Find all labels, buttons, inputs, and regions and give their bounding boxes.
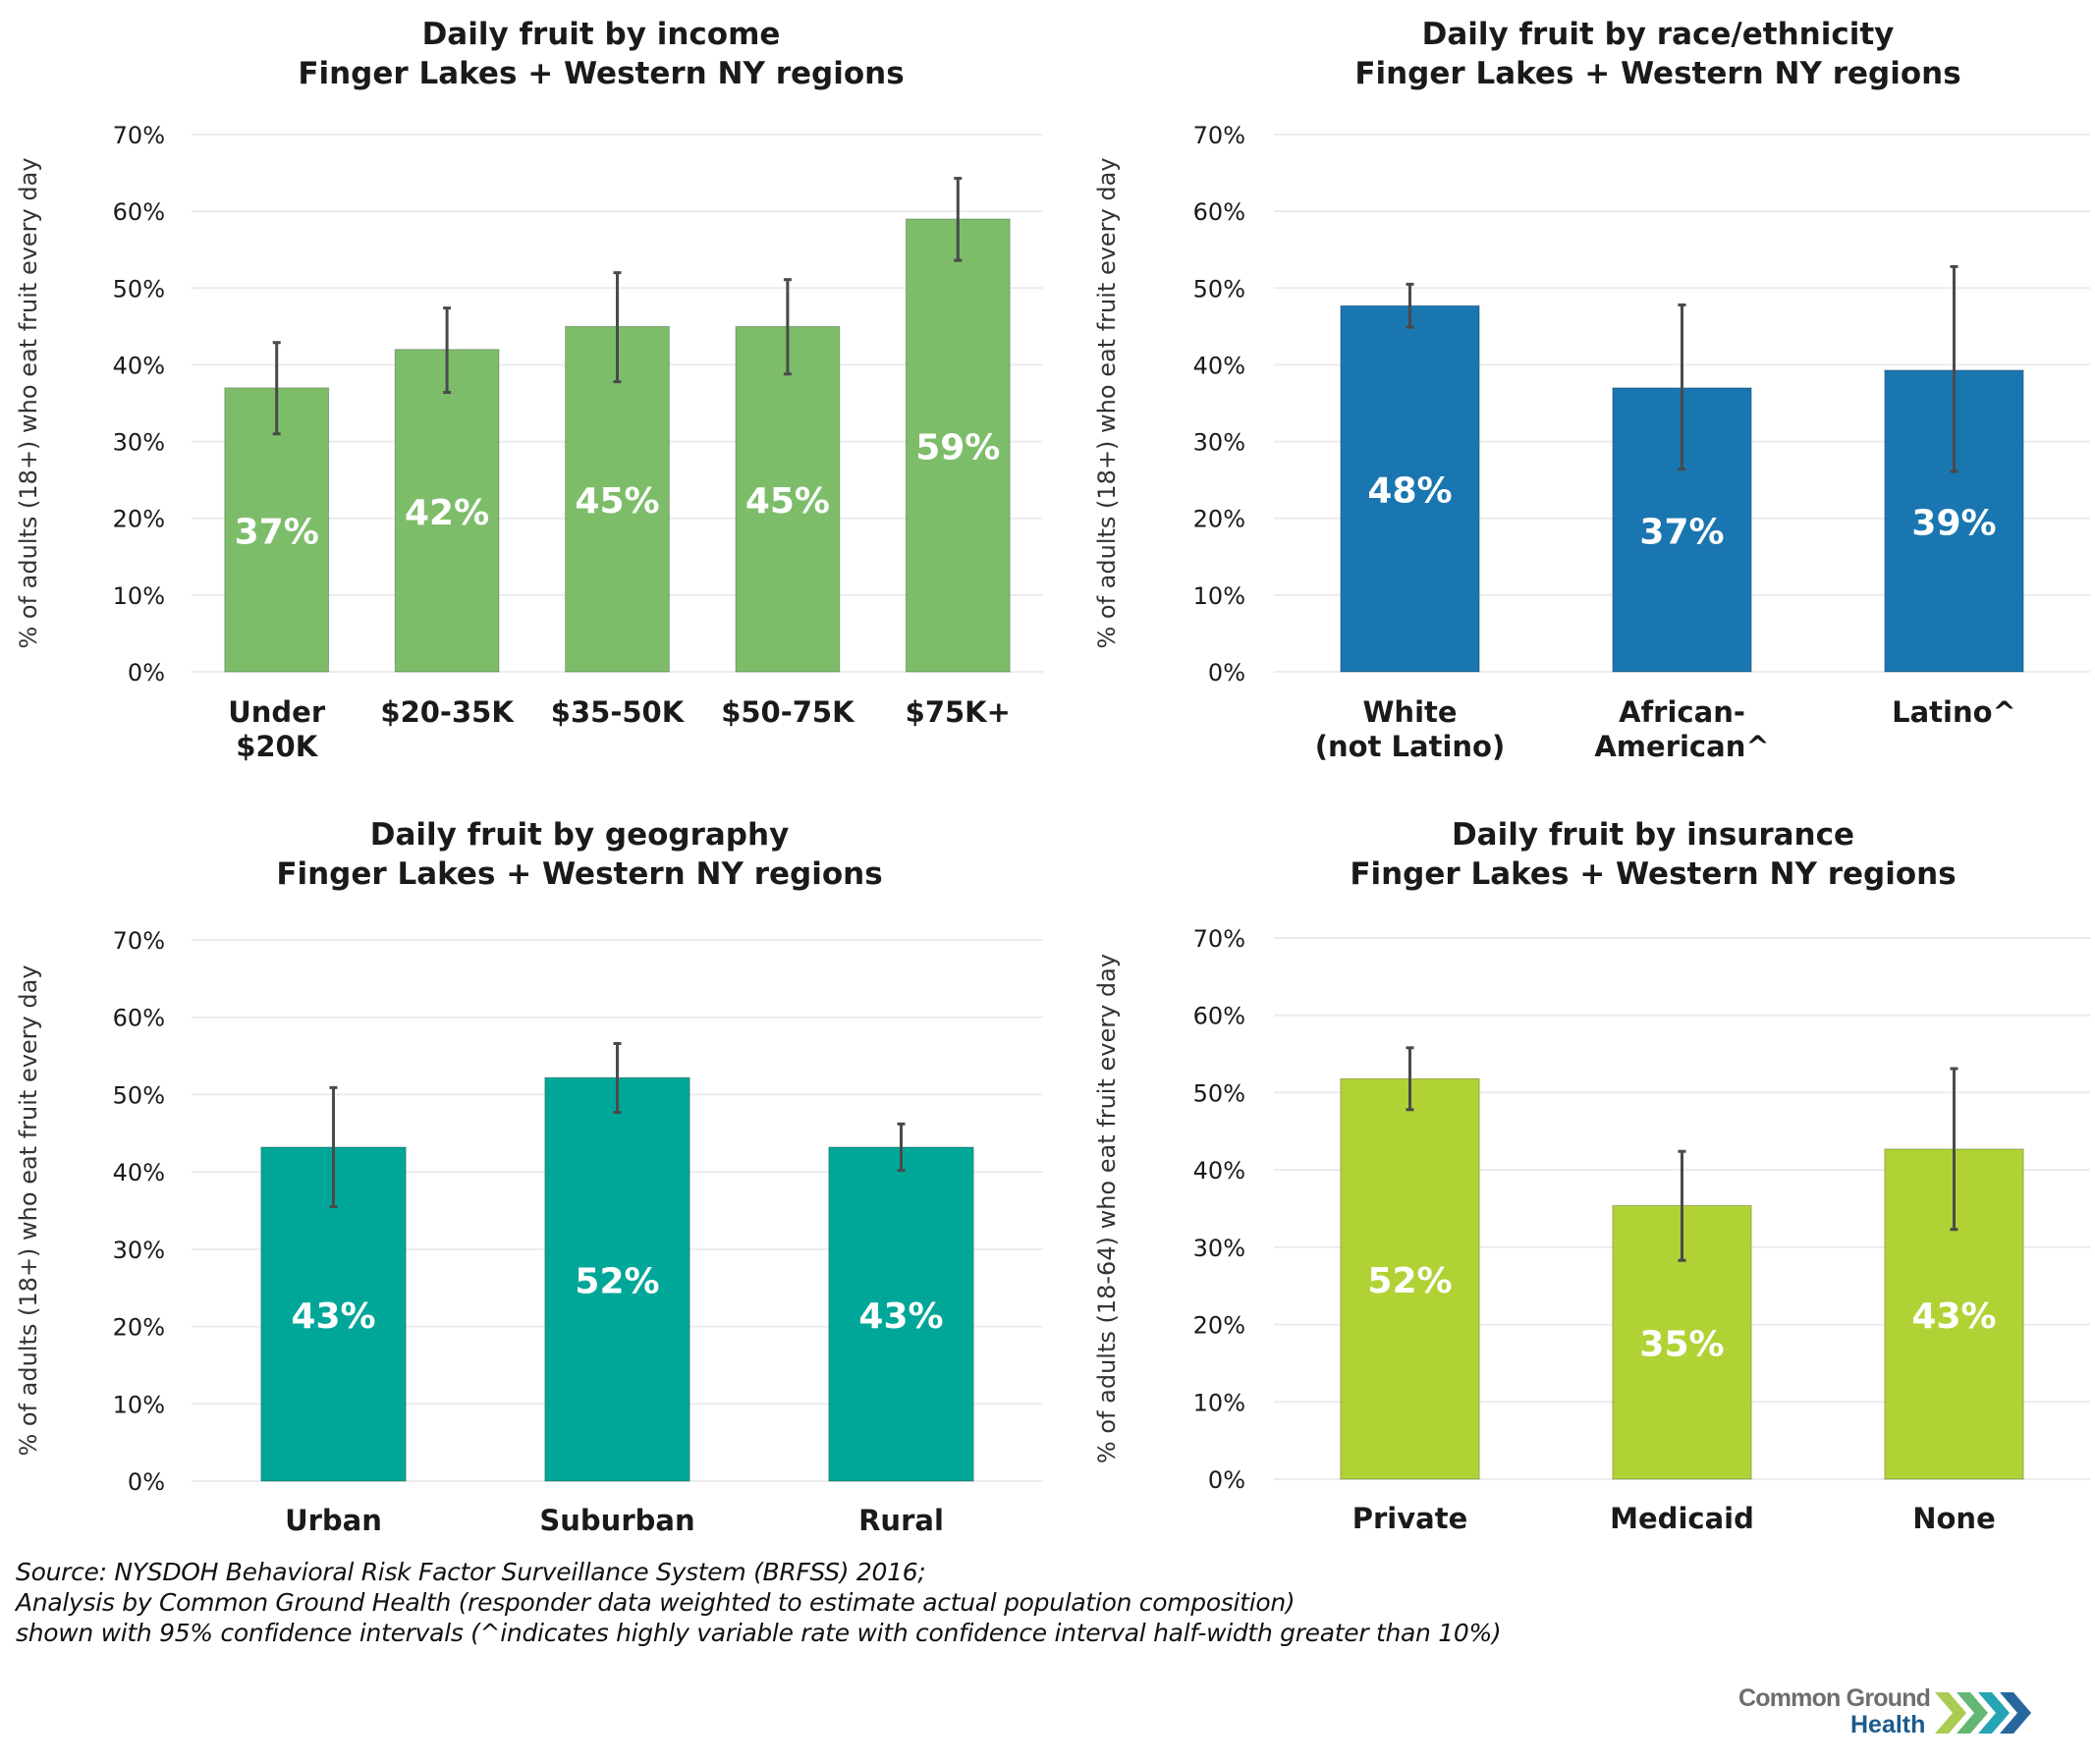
y-tick-label: 50% (1193, 275, 1245, 303)
x-tick-label: Rural (858, 1504, 944, 1537)
x-tick-label: (not Latino) (1315, 730, 1505, 763)
y-tick-label: 10% (1193, 582, 1245, 610)
data-label: 59% (915, 427, 1000, 468)
source-note-line-3: shown with 95% confidence intervals (^in… (16, 1619, 1502, 1647)
bar (1340, 1077, 1480, 1480)
data-label: 35% (1639, 1325, 1724, 1365)
bar (905, 218, 1011, 673)
chart-race: Daily fruit by race/ethnicity Finger Lake… (1093, 17, 2090, 763)
x-tick-label: None (1912, 1502, 1996, 1535)
bar (1340, 304, 1480, 673)
y-axis-label: % of adults (18+) who eat fruit every da… (1093, 157, 1121, 648)
y-tick-label: 0% (1208, 1466, 1245, 1494)
y-tick-label: 10% (113, 582, 165, 610)
y-tick-label: 40% (1193, 352, 1245, 379)
y-tick-label: 70% (113, 927, 165, 955)
chart-title-line-1: Daily fruit by income (422, 17, 781, 52)
y-axis-label: % of adults (18+) who eat fruit every da… (15, 157, 42, 648)
chevrons-right-icon (1935, 1692, 2031, 1734)
bar (828, 1146, 974, 1482)
x-tick-label: $20-35K (380, 695, 515, 729)
data-label: 45% (575, 481, 659, 522)
bar (544, 1076, 690, 1482)
x-tick-label: Under (228, 695, 326, 729)
x-tick-label: Urban (285, 1504, 382, 1537)
data-label: 45% (745, 481, 830, 522)
chart-title-line-2: Finger Lakes + Western NY regions (1350, 856, 1956, 892)
y-tick-label: 70% (1193, 925, 1245, 953)
y-tick-label: 60% (1193, 198, 1245, 226)
logo-text-line-2: Health (1850, 1711, 1926, 1738)
y-tick-label: 0% (1208, 659, 1245, 687)
x-tick-label: White (1362, 695, 1457, 729)
x-tick-label: Latino^ (1892, 695, 2016, 729)
y-tick-label: 50% (113, 275, 165, 303)
chart-income: Daily fruit by income Finger Lakes + West… (15, 17, 1043, 763)
logo-chevron (2000, 1692, 2031, 1734)
x-tick-label: Suburban (539, 1504, 694, 1537)
y-tick-label: 40% (113, 352, 165, 379)
x-tick-label: $75K+ (906, 695, 1011, 729)
logo-chevron (1935, 1692, 1966, 1734)
y-tick-label: 30% (113, 1237, 165, 1264)
x-tick-label: $50-75K (721, 695, 855, 729)
data-label: 39% (1911, 503, 1996, 543)
chart-title-line-2: Finger Lakes + Western NY regions (276, 856, 882, 892)
x-tick-label: $20K (236, 730, 319, 763)
data-label: 43% (291, 1296, 375, 1337)
y-tick-label: 60% (113, 198, 165, 226)
common-ground-health-logo: Common Ground Health (1729, 1684, 2063, 1743)
data-label: 37% (235, 512, 319, 552)
chart-title-line-2: Finger Lakes + Western NY regions (298, 56, 904, 91)
y-tick-label: 30% (113, 429, 165, 457)
y-tick-label: 20% (113, 1314, 165, 1342)
x-tick-label: Medicaid (1610, 1502, 1754, 1535)
source-note-line-1: Source: NYSDOH Behavioral Risk Factor Su… (16, 1558, 926, 1586)
logo-chevron (1978, 1692, 2010, 1734)
y-tick-label: 10% (113, 1391, 165, 1418)
y-tick-label: 50% (1193, 1079, 1245, 1107)
y-tick-label: 60% (1193, 1003, 1245, 1030)
logo-text-line-1: Common Ground (1738, 1684, 1931, 1712)
data-label: 43% (858, 1296, 943, 1337)
x-tick-label: $35-50K (551, 695, 686, 729)
y-tick-label: 10% (1193, 1389, 1245, 1416)
data-label: 52% (1367, 1261, 1452, 1301)
bar (735, 325, 841, 673)
bar (394, 349, 500, 673)
data-label: 37% (1639, 512, 1724, 552)
y-tick-label: 70% (113, 122, 165, 149)
data-label: 43% (1911, 1296, 1996, 1337)
x-tick-label: American^ (1594, 730, 1769, 763)
source-note-line-2: Analysis by Common Ground Health (respon… (16, 1588, 1296, 1617)
y-tick-label: 40% (113, 1159, 165, 1186)
y-tick-label: 0% (128, 659, 165, 687)
y-tick-label: 30% (1193, 429, 1245, 457)
y-tick-label: 50% (113, 1081, 165, 1109)
y-tick-label: 20% (1193, 506, 1245, 533)
y-tick-label: 60% (113, 1005, 165, 1032)
chart-title-line-1: Daily fruit by race/ethnicity (1422, 17, 1895, 52)
data-label: 48% (1367, 471, 1452, 512)
chart-title-line-1: Daily fruit by insurance (1452, 817, 1854, 853)
x-tick-label: Private (1352, 1502, 1468, 1535)
y-tick-label: 70% (1193, 122, 1245, 149)
y-tick-label: 40% (1193, 1157, 1245, 1185)
y-tick-label: 30% (1193, 1235, 1245, 1262)
logo-chevron (1957, 1692, 1988, 1734)
y-tick-label: 20% (113, 506, 165, 533)
data-label: 52% (575, 1262, 659, 1302)
y-tick-label: 20% (1193, 1312, 1245, 1340)
y-axis-label: % of adults (18-64) who eat fruit every … (1093, 954, 1121, 1463)
y-axis-label: % of adults (18+) who eat fruit every da… (15, 965, 42, 1456)
data-label: 42% (405, 493, 489, 533)
chart-title-line-2: Finger Lakes + Western NY regions (1354, 56, 1960, 91)
chart-title-line-1: Daily fruit by geography (370, 817, 790, 853)
x-tick-label: African- (1619, 695, 1745, 729)
y-tick-label: 0% (128, 1468, 165, 1496)
bar (565, 325, 670, 673)
